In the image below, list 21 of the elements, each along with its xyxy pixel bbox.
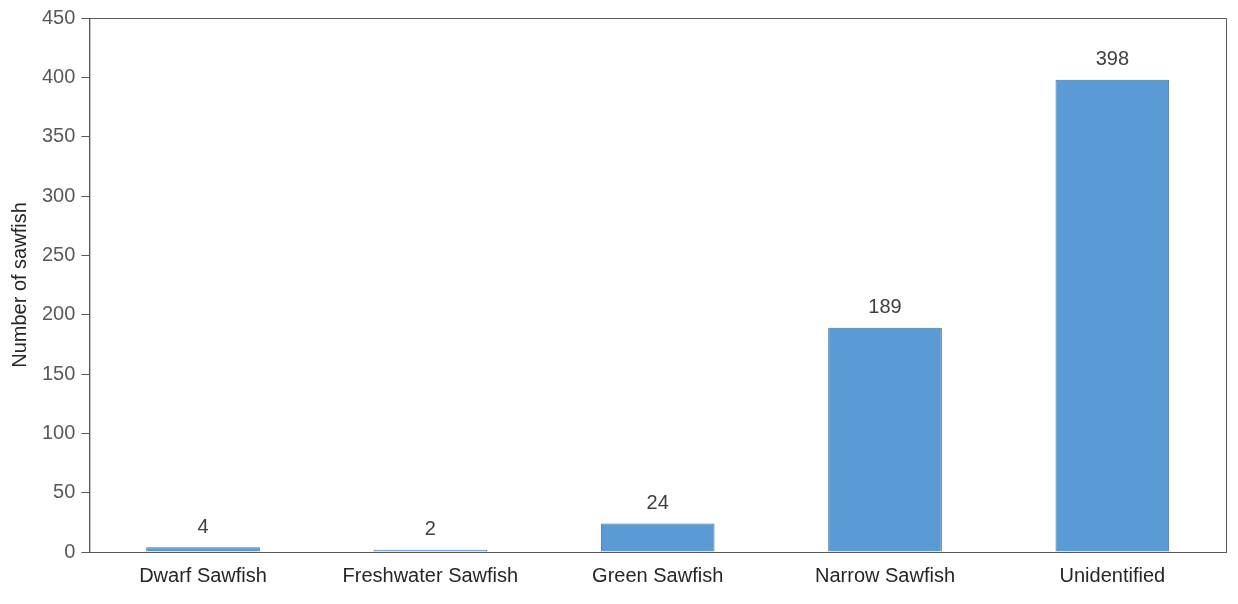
y-tick-label: 100 — [41, 420, 76, 443]
y-tick-label: 150 — [41, 361, 76, 384]
y-tick-label: 50 — [53, 480, 76, 503]
data-label: 24 — [646, 491, 669, 514]
y-axis-title: Number of sawfish — [7, 202, 30, 368]
y-tick-label: 200 — [41, 302, 76, 325]
y-tick-label: 0 — [64, 539, 76, 562]
x-tick-label: Green Sawfish — [592, 563, 724, 586]
y-tick-label: 250 — [41, 242, 76, 265]
y-tick-label: 350 — [41, 124, 76, 147]
x-tick-label: Freshwater Sawfish — [342, 563, 519, 586]
data-label: 4 — [197, 514, 209, 537]
data-label: 189 — [868, 295, 902, 318]
y-tick-label: 450 — [41, 5, 76, 28]
y-tick-label: 300 — [41, 183, 76, 206]
y-tick-label: 400 — [41, 64, 76, 87]
x-tick-label: Dwarf Sawfish — [139, 563, 267, 586]
data-label: 398 — [1095, 47, 1130, 70]
x-tick-label: Narrow Sawfish — [814, 563, 956, 586]
x-tick-label: Unidentified — [1059, 563, 1166, 586]
data-label: 2 — [424, 517, 436, 540]
